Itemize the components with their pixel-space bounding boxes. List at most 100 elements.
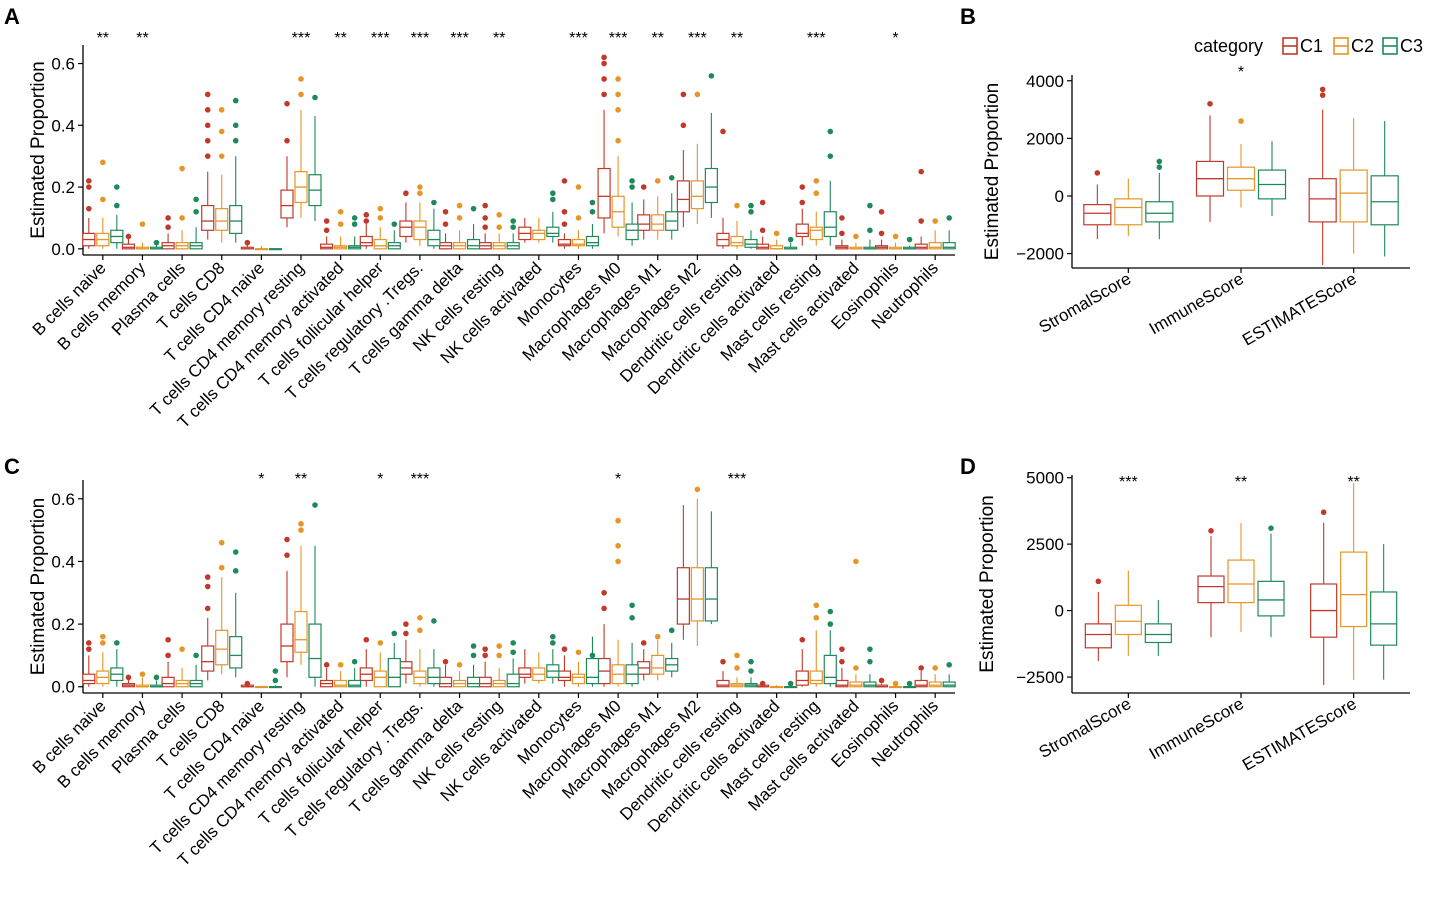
box-c1 xyxy=(1195,101,1225,222)
significance-label: ** xyxy=(97,30,109,47)
outlier-point xyxy=(813,190,820,197)
box-c3 xyxy=(784,236,798,250)
outlier-point xyxy=(377,205,384,212)
box-c1 xyxy=(676,91,690,228)
outlier-point xyxy=(813,602,820,609)
outlier-point xyxy=(204,107,211,113)
outlier-point xyxy=(615,558,621,565)
outlier-point xyxy=(813,615,820,621)
box-c2 xyxy=(809,602,823,687)
box-c2 xyxy=(294,521,308,665)
box-c2 xyxy=(651,178,665,240)
box-iqr xyxy=(161,676,175,688)
outlier-point xyxy=(417,184,423,190)
outlier-point xyxy=(654,633,661,640)
outlier-point xyxy=(510,640,516,646)
outlier-point xyxy=(298,76,304,82)
outlier-point xyxy=(932,218,938,224)
significance-label: ** xyxy=(136,30,148,47)
box-c3 xyxy=(704,511,718,625)
box-c3 xyxy=(902,680,917,689)
box-iqr xyxy=(942,681,956,688)
box-c2 xyxy=(532,652,546,684)
outlier-point xyxy=(272,668,279,674)
box-c3 xyxy=(268,248,282,251)
box-iqr xyxy=(373,238,387,250)
outlier-point xyxy=(510,649,516,656)
box-iqr xyxy=(597,167,611,219)
box-iqr xyxy=(229,636,243,669)
outlier-point xyxy=(550,633,556,640)
x-tick-label: ESTIMATEScore xyxy=(1239,269,1359,350)
box-c2 xyxy=(373,640,387,688)
x-tick-label: ImmuneScore xyxy=(1146,269,1247,338)
outlier-point xyxy=(839,215,845,221)
box-c1 xyxy=(914,665,928,688)
box-c3 xyxy=(823,608,837,687)
y-axis-title: Estimated Proportion xyxy=(28,61,49,238)
outlier-point xyxy=(589,652,596,659)
outlier-point xyxy=(550,190,556,197)
outlier-point xyxy=(629,602,635,609)
outlier-point xyxy=(482,224,488,231)
box-c1 xyxy=(637,184,651,240)
box-c1 xyxy=(399,621,413,684)
outlier-point xyxy=(839,658,845,665)
outlier-point xyxy=(615,517,621,524)
box-iqr xyxy=(571,238,586,247)
y-tick-label: 0 xyxy=(1055,187,1064,206)
outlier-point xyxy=(720,658,726,665)
box-c2 xyxy=(135,671,150,688)
significance-label: *** xyxy=(411,471,430,488)
box-c1 xyxy=(795,184,809,246)
box-c3 xyxy=(1257,141,1287,217)
box-iqr xyxy=(229,204,243,234)
outlier-point xyxy=(114,184,120,190)
box-c2 xyxy=(571,184,586,249)
box-iqr xyxy=(849,681,863,688)
outlier-point xyxy=(125,674,132,681)
box-c2 xyxy=(770,685,784,689)
box-iqr xyxy=(1114,604,1142,636)
box-iqr xyxy=(823,211,837,238)
box-c1 xyxy=(399,190,413,243)
outlier-point xyxy=(496,212,502,218)
box-c3 xyxy=(189,196,203,250)
outlier-point xyxy=(193,196,199,203)
box-c3 xyxy=(427,618,441,687)
box-iqr xyxy=(506,673,520,688)
box-iqr xyxy=(809,670,823,685)
significance-label: * xyxy=(1238,64,1244,81)
y-tick-label: 0.6 xyxy=(51,55,75,74)
outlier-point xyxy=(403,630,409,637)
outlier-point xyxy=(906,680,913,687)
box-c2 xyxy=(492,212,506,250)
box-c3 xyxy=(744,202,758,249)
box-iqr xyxy=(121,243,136,250)
significance-label: ** xyxy=(652,30,664,47)
outlier-point xyxy=(323,227,330,234)
outlier-point xyxy=(482,215,488,221)
significance-label: * xyxy=(892,30,898,47)
outlier-point xyxy=(932,665,938,671)
box-iqr xyxy=(676,567,690,625)
outlier-point xyxy=(629,178,635,184)
outlier-point xyxy=(1208,528,1214,534)
outlier-point xyxy=(337,662,344,668)
box-iqr xyxy=(1257,580,1285,617)
outlier-point xyxy=(179,165,185,172)
box-c2 xyxy=(452,202,467,250)
y-axis-title: Estimated Proportion xyxy=(977,495,998,672)
significance-label: *** xyxy=(1119,474,1138,491)
outlier-point xyxy=(1238,118,1244,124)
outlier-point xyxy=(615,91,621,98)
outlier-point xyxy=(853,558,859,565)
outlier-point xyxy=(470,205,477,212)
box-c1 xyxy=(557,178,572,249)
outlier-point xyxy=(601,589,607,596)
box-c2 xyxy=(175,165,189,250)
box-iqr xyxy=(637,214,651,231)
box-c2 xyxy=(492,643,506,688)
outlier-point xyxy=(431,199,437,206)
outlier-point xyxy=(510,224,516,231)
